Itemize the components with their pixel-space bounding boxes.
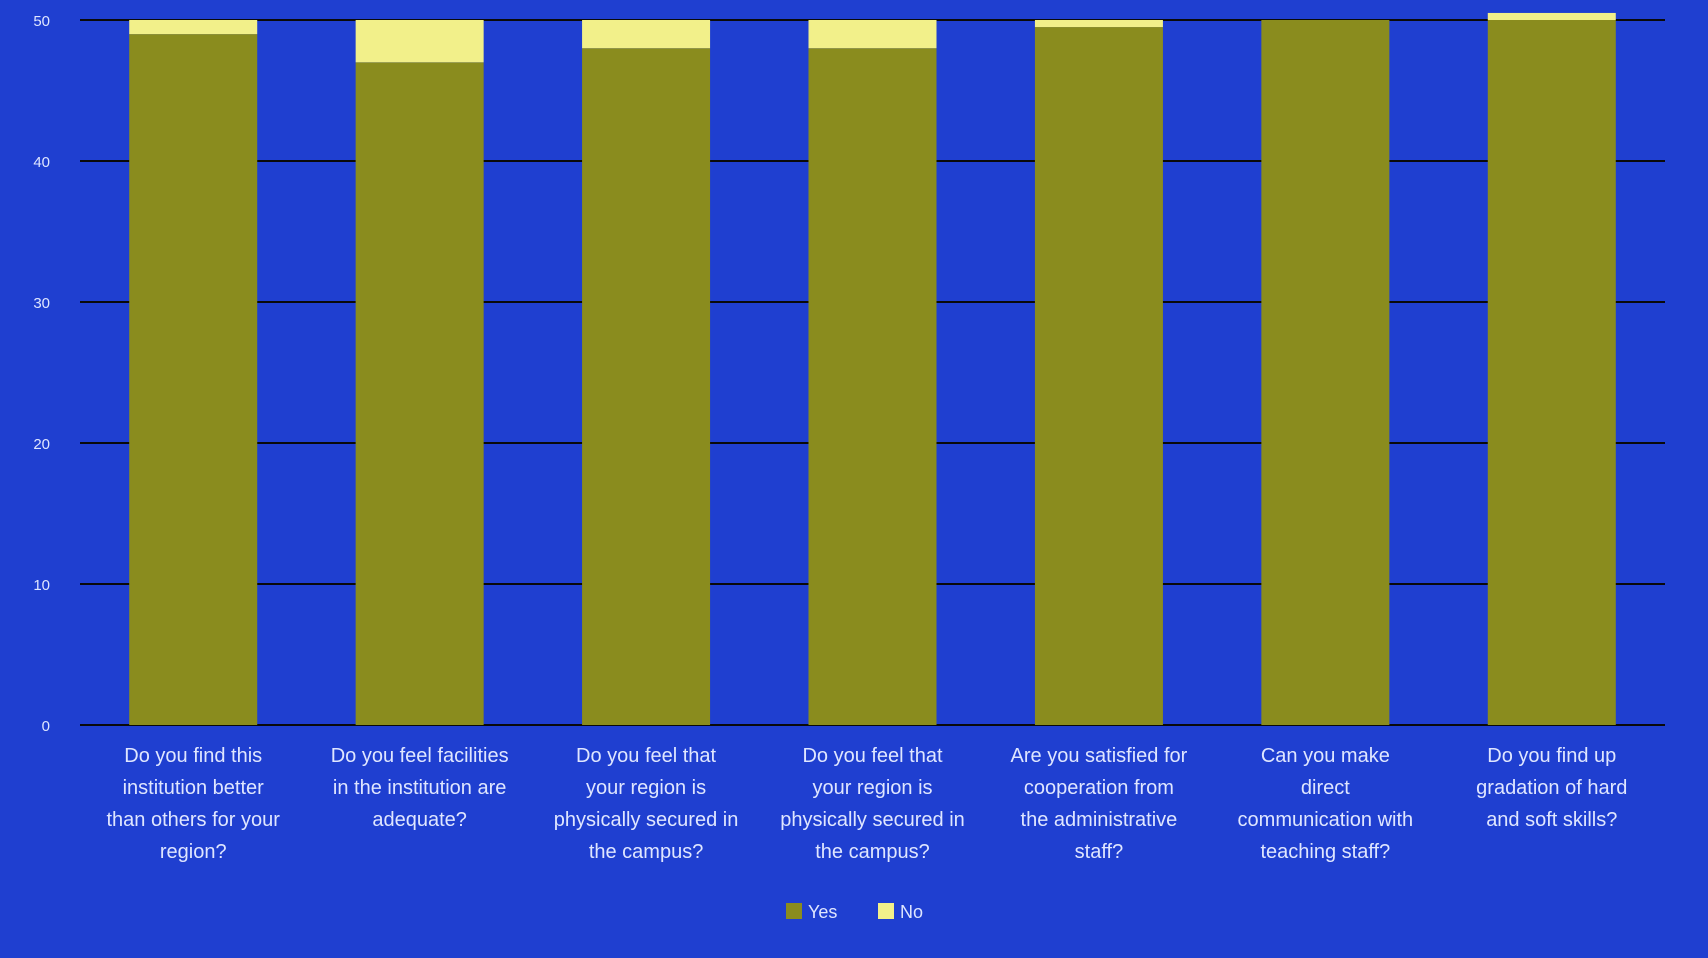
x-category-label-line: the campus?	[815, 841, 930, 863]
bar-yes-4	[808, 48, 937, 725]
x-category-label-line: Do you feel that	[576, 745, 717, 767]
x-category-label-line: Do you feel facilities	[331, 745, 509, 767]
x-category-label-line: physically secured in	[780, 809, 965, 831]
x-category-label-line: the administrative	[1021, 809, 1178, 831]
x-category-label-line: in the institution are	[333, 777, 506, 799]
x-category-label: Can you make direct communication with teac…	[1238, 745, 1414, 863]
x-category-label-line: your region is	[586, 777, 706, 799]
x-category-label-line: Do you find this	[124, 745, 262, 767]
x-category-label-line: gradation of hard	[1476, 777, 1627, 799]
x-category-label-line: communication with	[1238, 809, 1414, 831]
x-category-label: Are you satisfied for cooperation from the…	[1011, 745, 1188, 863]
legend-swatch-yes	[786, 903, 802, 919]
legend-swatch-no	[878, 903, 894, 919]
x-category-label-line: Are you satisfied for	[1011, 745, 1188, 767]
legend-label-no: No	[900, 902, 923, 922]
bar-yes-2	[355, 62, 484, 726]
bar-yes-6	[1261, 20, 1390, 725]
legend-label-yes: Yes	[808, 902, 837, 922]
x-category-label: Do you feel that your region is physically…	[554, 745, 739, 863]
x-category-label-line: than others for your	[106, 809, 280, 831]
x-category-label-line: the campus?	[589, 841, 704, 863]
y-tick-label: 30	[33, 295, 50, 312]
bar-no-5	[1034, 20, 1163, 28]
x-category-label-line: and soft skills?	[1486, 809, 1617, 831]
x-category-label: Do you find this institution better than o…	[106, 745, 280, 863]
x-category-label-line: Do you feel that	[802, 745, 943, 767]
bar-no-1	[129, 20, 258, 35]
y-tick-label: 0	[42, 718, 50, 735]
x-category-label: Do you feel facilities in the institution…	[331, 745, 509, 831]
bar-yes-3	[582, 48, 711, 725]
x-category-label: Do you feel that your region is physically…	[780, 745, 965, 863]
x-category-label: Do you find up gradation of hard and soft …	[1476, 745, 1627, 831]
x-category-label-line: cooperation from	[1024, 777, 1174, 799]
bar-no-7	[1487, 12, 1616, 20]
bar-no-4	[808, 20, 937, 49]
bar-yes-7	[1487, 20, 1616, 725]
x-category-label-line: Can you make	[1261, 745, 1390, 767]
bar-yes-5	[1034, 27, 1163, 726]
x-category-label-line: teaching staff?	[1260, 841, 1390, 863]
x-category-label-line: institution better	[123, 777, 265, 799]
y-tick-label: 20	[33, 436, 50, 453]
x-category-label-line: direct	[1301, 777, 1350, 799]
x-category-label-line: physically secured in	[554, 809, 739, 831]
x-category-label-line: adequate?	[372, 809, 467, 831]
y-tick-label: 40	[33, 154, 50, 171]
x-category-label-line: region?	[160, 841, 227, 863]
x-category-label-line: your region is	[812, 777, 932, 799]
y-tick-label: 50	[33, 13, 50, 30]
bar-no-2	[355, 20, 484, 63]
x-category-label-line: staff?	[1075, 841, 1124, 863]
x-category-label-line: Do you find up	[1487, 745, 1616, 767]
bar-no-3	[582, 20, 711, 49]
y-tick-label: 10	[33, 577, 50, 594]
bar-yes-1	[129, 34, 258, 726]
